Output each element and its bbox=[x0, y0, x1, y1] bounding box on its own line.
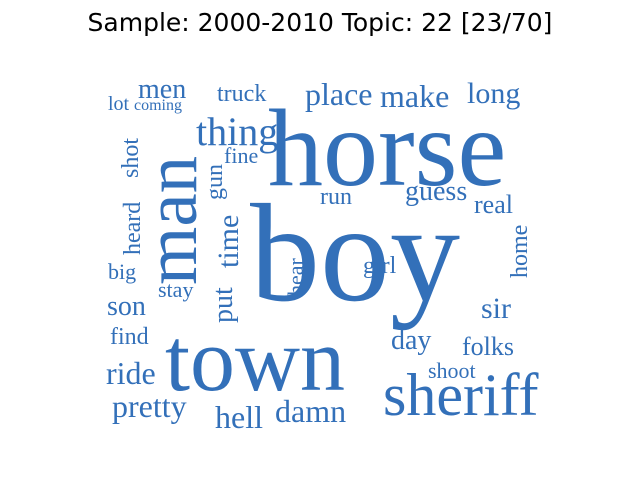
word-real: real bbox=[474, 190, 513, 219]
word-guess: guess bbox=[405, 176, 467, 207]
word-day: day bbox=[391, 325, 431, 356]
word-fine: fine bbox=[224, 143, 258, 168]
word-make: make bbox=[380, 78, 449, 114]
word-pretty: pretty bbox=[112, 388, 187, 424]
word-find: find bbox=[110, 324, 149, 350]
word-shot: shot bbox=[118, 138, 144, 178]
word-coming: coming bbox=[134, 97, 182, 114]
word-damn: damn bbox=[275, 393, 346, 429]
word-thing: thing bbox=[196, 109, 278, 154]
word-stay: stay bbox=[158, 277, 193, 302]
word-man: man bbox=[130, 156, 213, 285]
word-town: town bbox=[165, 311, 345, 410]
word-son: son bbox=[107, 291, 146, 322]
figure-title: Sample: 2000-2010 Topic: 22 [23/70] bbox=[87, 8, 553, 37]
word-time: time bbox=[212, 215, 245, 268]
word-gun: gun bbox=[202, 164, 228, 200]
word-heard: heard bbox=[120, 202, 146, 255]
word-shoot: shoot bbox=[428, 358, 476, 383]
word-boy: boy bbox=[250, 176, 460, 331]
word-put: put bbox=[208, 287, 239, 323]
word-big: big bbox=[108, 259, 136, 284]
word-hear: hear bbox=[283, 257, 308, 296]
word-folks: folks bbox=[462, 332, 514, 361]
word-place: place bbox=[305, 76, 373, 112]
word-run: run bbox=[320, 184, 352, 210]
word-sheriff: sheriff bbox=[383, 362, 539, 428]
word-home: home bbox=[507, 225, 533, 278]
word-horse: horse bbox=[268, 87, 506, 209]
word-truck: truck bbox=[217, 81, 266, 107]
word-ride: ride bbox=[106, 355, 156, 391]
word-men: men bbox=[138, 74, 186, 105]
word-sir: sir bbox=[481, 292, 511, 325]
word-long: long bbox=[467, 77, 520, 110]
word-girl: girl bbox=[363, 253, 397, 279]
word-lot: lot bbox=[108, 93, 130, 115]
word-hell: hell bbox=[215, 399, 263, 435]
